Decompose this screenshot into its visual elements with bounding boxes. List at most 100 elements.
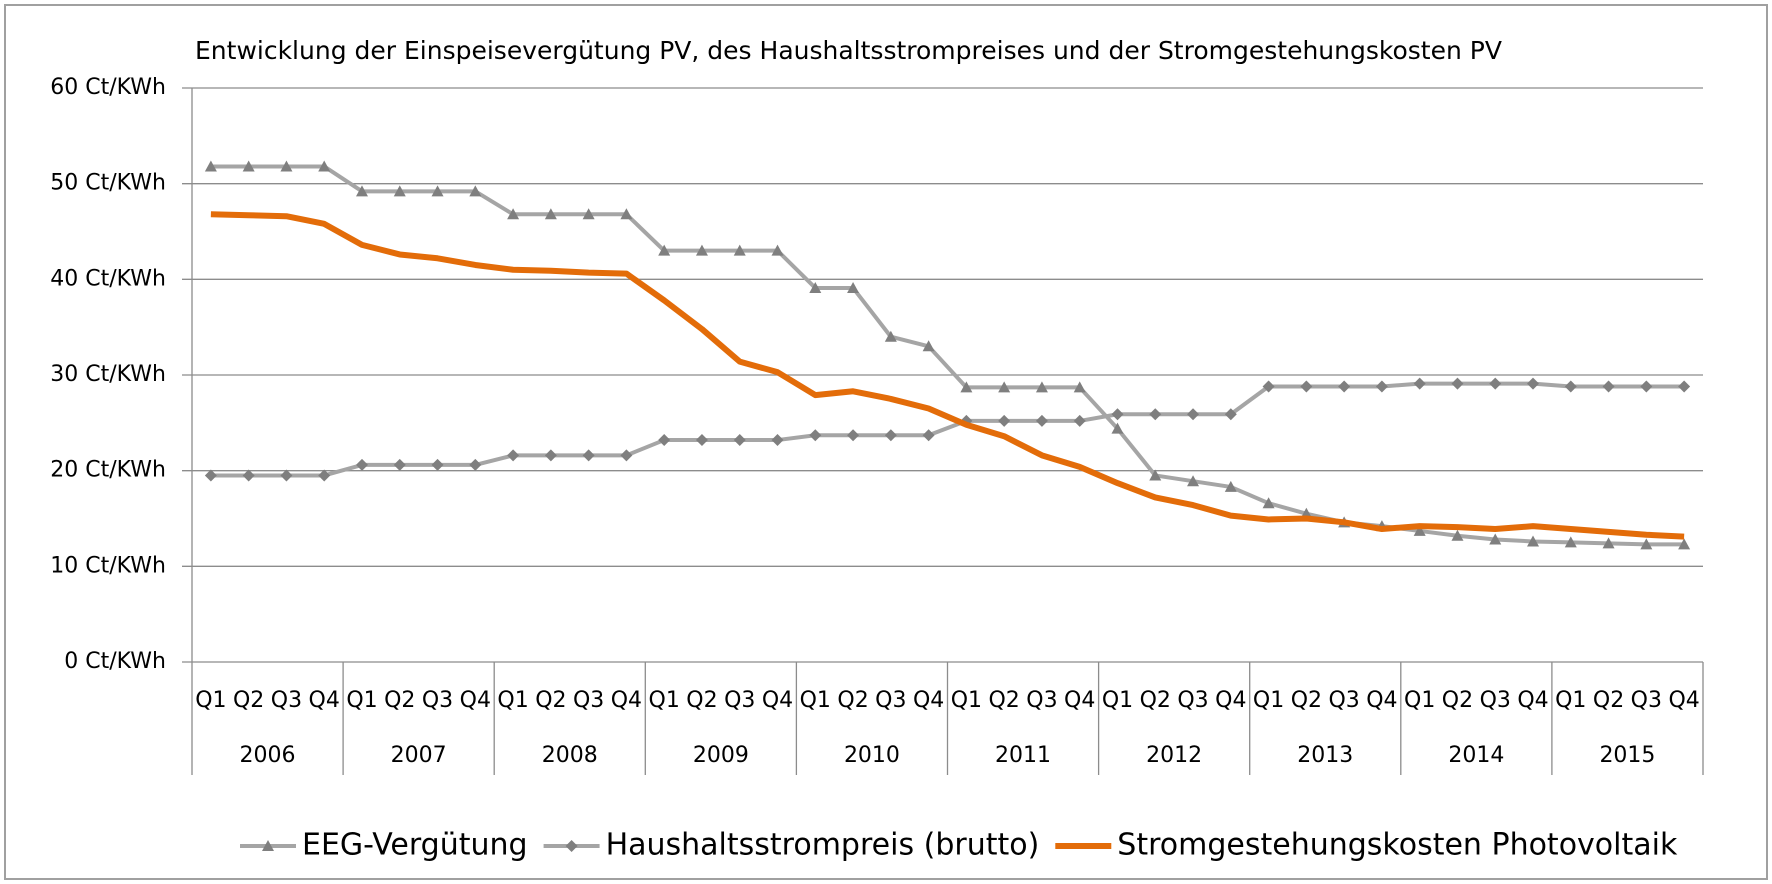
- x-tick-label: Q4: [762, 688, 793, 713]
- data-point: [1602, 380, 1615, 393]
- data-point: [922, 340, 935, 352]
- series-line: [210, 164, 1685, 547]
- data-point: [1564, 536, 1577, 548]
- year-label: 2006: [240, 743, 296, 768]
- x-tick-label: Q1: [346, 688, 377, 713]
- x-tick-label: Q3: [724, 688, 755, 713]
- data-point: [884, 429, 897, 442]
- data-point: [1527, 535, 1540, 547]
- data-point: [1149, 469, 1162, 481]
- data-point: [922, 429, 935, 442]
- data-point: [582, 208, 595, 220]
- legend-label: Stromgestehungskosten Photovoltaik: [1117, 828, 1678, 863]
- data-point: [1413, 524, 1426, 536]
- data-point: [1300, 380, 1313, 393]
- x-tick-label: Q2: [1593, 688, 1624, 713]
- x-tick-label: Q1: [195, 688, 226, 713]
- x-tick-label: Q3: [1177, 688, 1208, 713]
- data-point: [847, 429, 860, 442]
- data-point: [998, 414, 1011, 427]
- data-point: [469, 458, 482, 471]
- data-point: [733, 244, 746, 256]
- data-point: [431, 185, 444, 197]
- data-point: [1678, 380, 1691, 393]
- x-tick-label: Q4: [611, 688, 642, 713]
- year-label: 2012: [1146, 743, 1202, 768]
- chart-frame: [4, 4, 1768, 880]
- year-label: 2010: [844, 743, 900, 768]
- data-point: [1035, 381, 1048, 393]
- data-point: [280, 160, 293, 172]
- x-tick-label: Q3: [1631, 688, 1662, 713]
- data-point: [1451, 377, 1464, 390]
- data-point: [1224, 408, 1237, 421]
- data-point: [809, 429, 822, 442]
- data-point: [1640, 538, 1653, 550]
- data-point: [1527, 377, 1540, 390]
- legend-label: Haushaltsstrompreis (brutto): [606, 828, 1040, 863]
- data-point: [809, 281, 822, 293]
- data-point: [1564, 380, 1577, 393]
- data-point: [242, 160, 255, 172]
- data-point: [1149, 408, 1162, 421]
- data-point: [1489, 377, 1502, 390]
- data-point: [695, 244, 708, 256]
- data-point: [1413, 377, 1426, 390]
- x-tick-label: Q3: [1480, 688, 1511, 713]
- data-point: [318, 469, 331, 482]
- legend-label: EEG-Vergütung: [302, 828, 528, 863]
- year-label: 2007: [391, 743, 447, 768]
- data-point: [1073, 381, 1086, 393]
- y-tick-label: 10 Ct/KWh: [50, 553, 166, 578]
- data-point: [242, 469, 255, 482]
- x-tick-label: Q3: [422, 688, 453, 713]
- x-tick-label: Q4: [913, 688, 944, 713]
- data-point: [1073, 414, 1086, 427]
- x-tick-label: Q1: [1404, 688, 1435, 713]
- year-label: 2014: [1448, 743, 1504, 768]
- data-point: [544, 449, 557, 462]
- x-tick-label: Q3: [573, 688, 604, 713]
- year-label: 2013: [1297, 743, 1353, 768]
- data-point: [1451, 529, 1464, 541]
- year-label: 2009: [693, 743, 749, 768]
- data-point: [1111, 422, 1124, 434]
- data-point: [393, 458, 406, 471]
- y-tick-label: 0 Ct/KWh: [64, 649, 166, 674]
- y-tick-label: 40 Ct/KWh: [50, 266, 166, 291]
- series-line: [210, 381, 1685, 478]
- data-point: [620, 208, 633, 220]
- x-tick-label: Q3: [875, 688, 906, 713]
- data-point: [771, 434, 784, 447]
- data-point: [1375, 380, 1388, 393]
- x-tick-label: Q2: [988, 688, 1019, 713]
- y-tick-label: 30 Ct/KWh: [50, 362, 166, 387]
- series-line: [210, 211, 1685, 540]
- data-point: [431, 458, 444, 471]
- data-point: [280, 469, 293, 482]
- x-tick-label: Q2: [686, 688, 717, 713]
- data-point: [1489, 533, 1502, 545]
- data-point: [204, 469, 217, 482]
- x-tick-label: Q2: [384, 688, 415, 713]
- legend-marker: [262, 840, 274, 851]
- data-point: [582, 449, 595, 462]
- x-tick-label: Q3: [271, 688, 302, 713]
- data-point: [507, 208, 520, 220]
- x-tick-label: Q2: [837, 688, 868, 713]
- x-tick-label: Q1: [1102, 688, 1133, 713]
- x-tick-label: Q1: [1555, 688, 1586, 713]
- data-point: [884, 330, 897, 342]
- x-tick-label: Q4: [309, 688, 340, 713]
- data-point: [1224, 480, 1237, 492]
- data-point: [771, 244, 784, 256]
- year-label: 2011: [995, 743, 1051, 768]
- data-point: [733, 434, 746, 447]
- data-point: [1338, 380, 1351, 393]
- data-point: [658, 244, 671, 256]
- data-point: [1187, 475, 1200, 487]
- data-point: [1678, 538, 1691, 550]
- data-point: [355, 185, 368, 197]
- data-point: [507, 449, 520, 462]
